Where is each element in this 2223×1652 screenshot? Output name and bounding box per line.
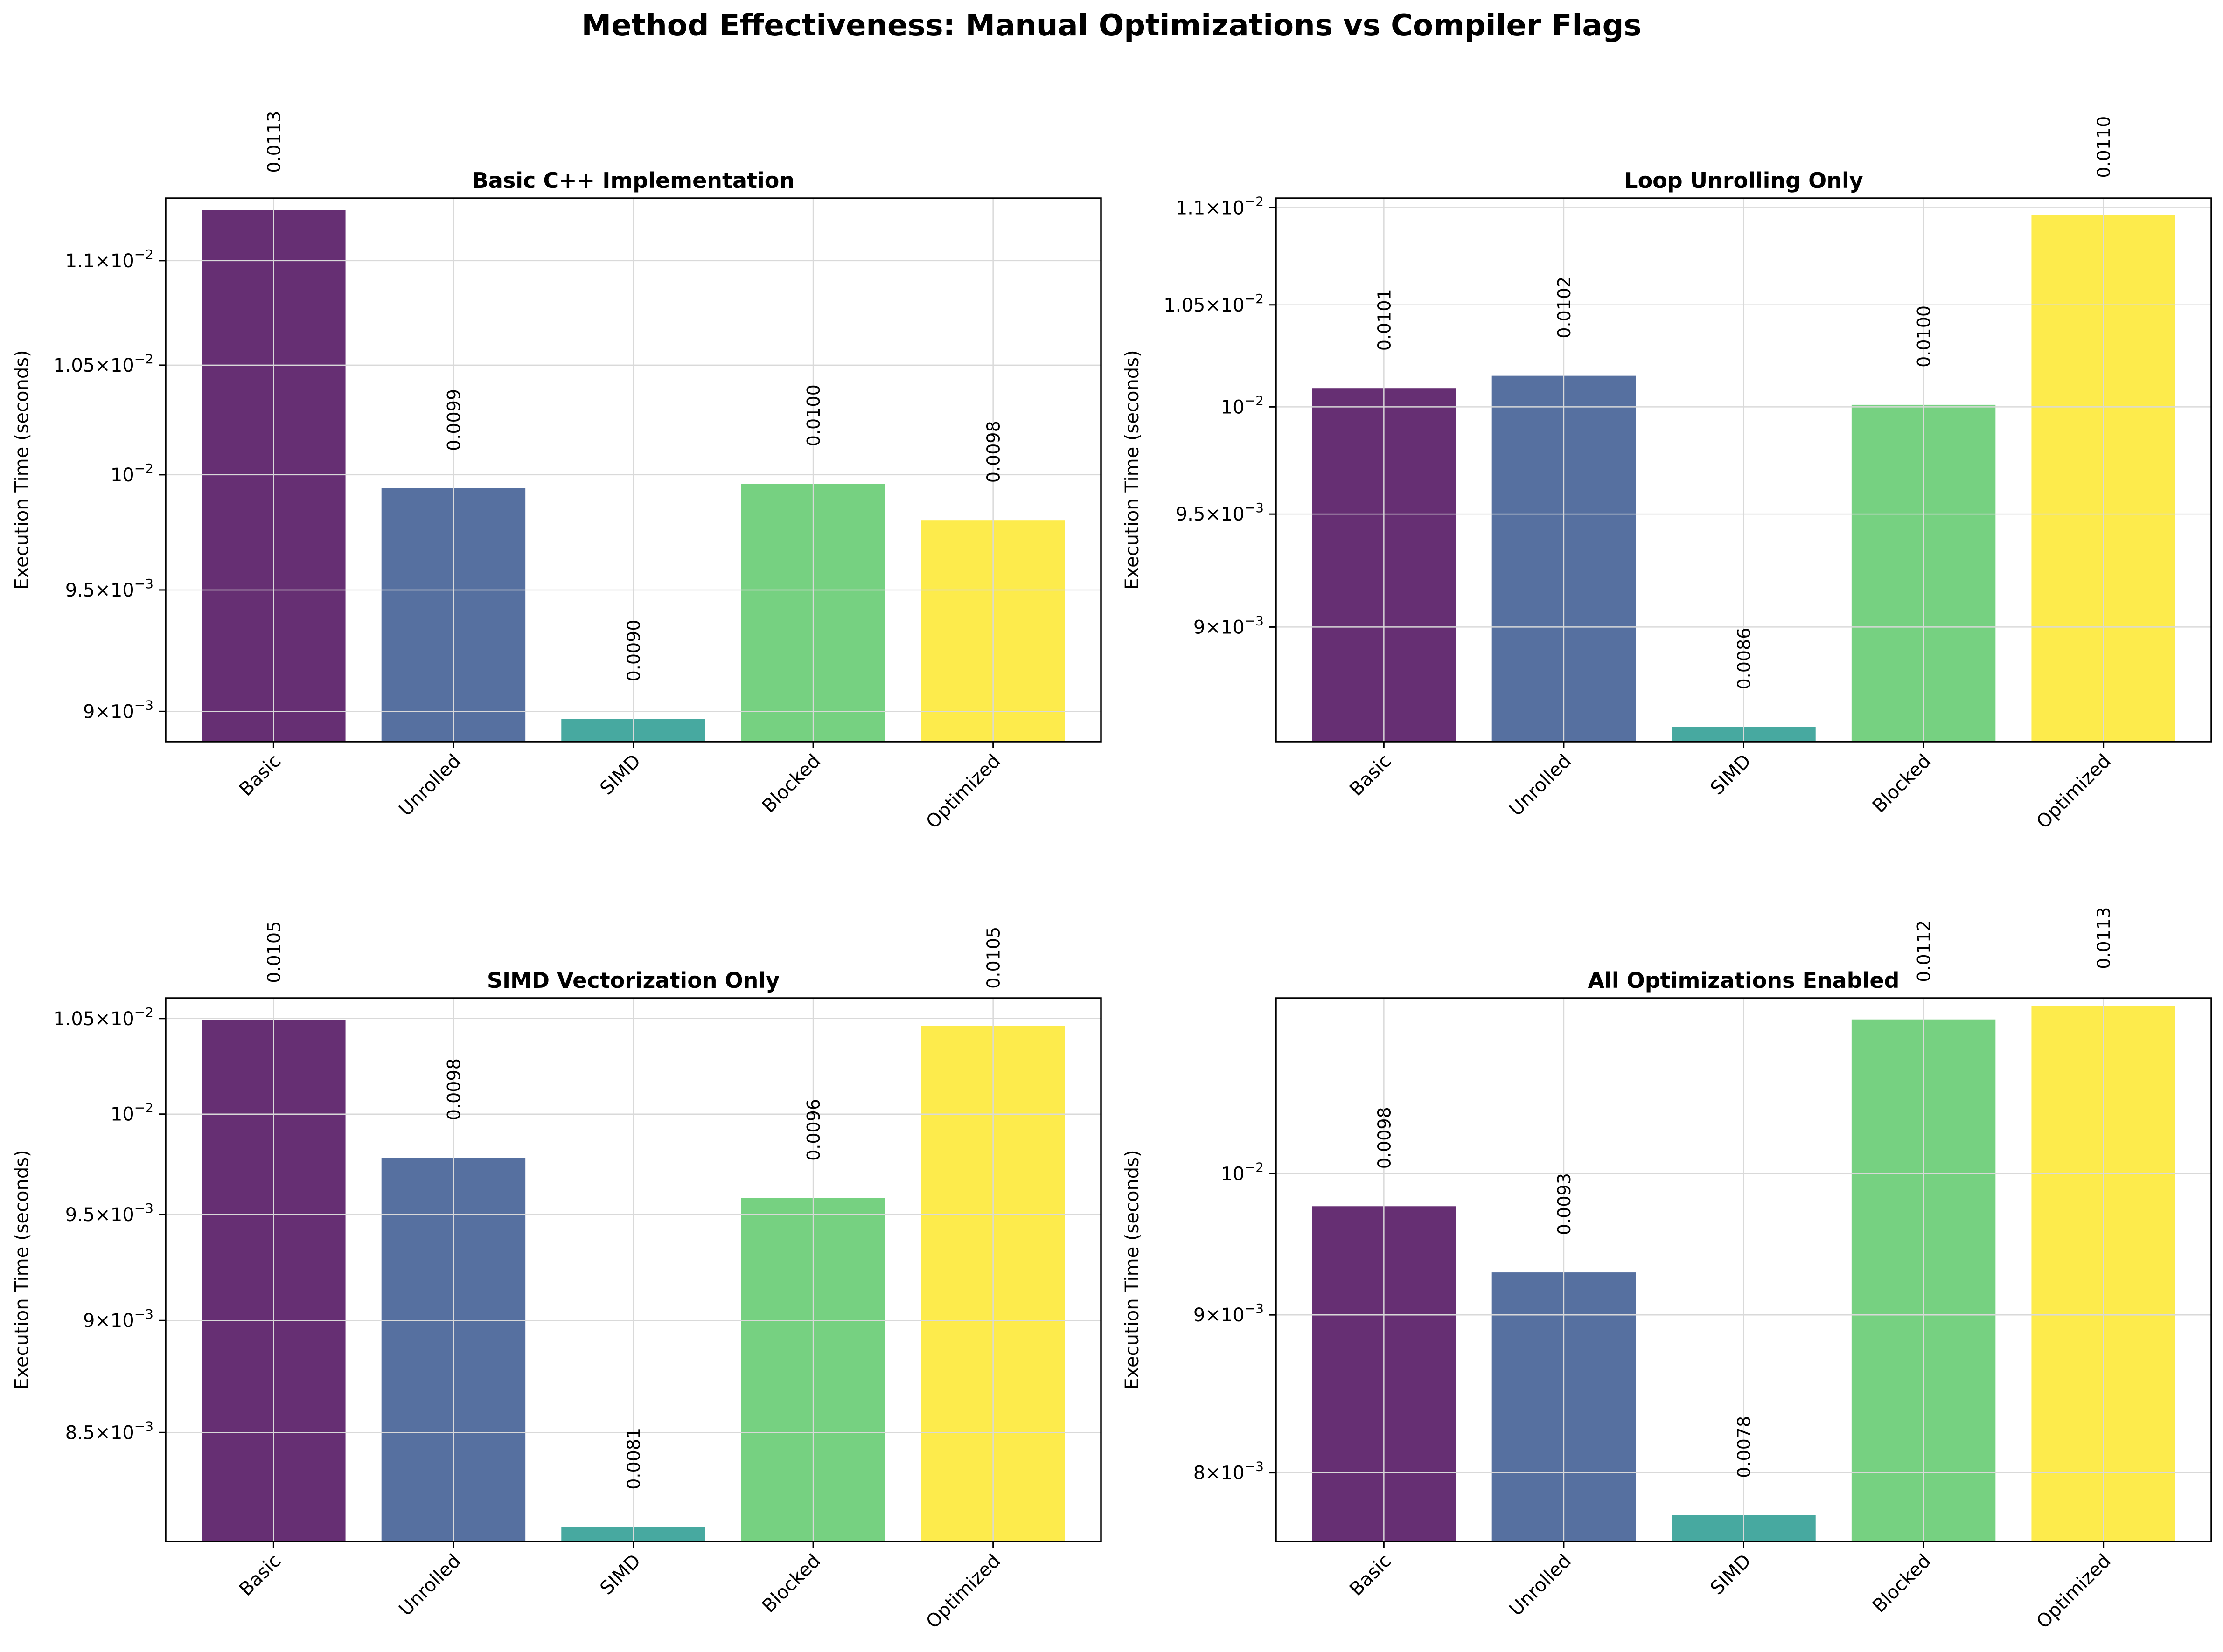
x-tick-label-unrolled: Unrolled — [1505, 1550, 1575, 1621]
value-label-unrolled: 0.0099 — [444, 389, 464, 451]
y-axis-label: Execution Time (seconds) — [1122, 350, 1143, 590]
x-tick-label-blocked: Blocked — [758, 1550, 825, 1617]
value-label-unrolled: 0.0102 — [1554, 277, 1575, 339]
y-tick-label-3: 10−2 — [111, 461, 153, 486]
x-tick-label-simd: SIMD — [1707, 1550, 1756, 1599]
value-label-simd: 0.0081 — [624, 1428, 644, 1490]
figure-title: Method Effectiveness: Manual Optimizatio… — [581, 8, 1642, 43]
subplot-title: All Optimizations Enabled — [1588, 968, 1900, 993]
subplot-3: 8.5×10−3 9×10−3 9.5×10−3 10−2 1.05×10−2 Basic… — [11, 921, 1102, 1633]
subplot-4: 8×10−3 9×10−3 10−2 Basic Unrolled SIMD Blocked… — [1122, 907, 2212, 1633]
x-tick-label-basic: Basic — [1345, 750, 1395, 800]
x-tick-label-optimized: Optimized — [2032, 1550, 2115, 1633]
y-axis-label: Execution Time (seconds) — [11, 1150, 33, 1389]
value-label-simd: 0.0086 — [1734, 628, 1755, 690]
y-tick-label-1: 8×10−3 — [1193, 1459, 1264, 1484]
x-tick-label-unrolled: Unrolled — [1505, 750, 1575, 821]
value-label-blocked: 0.0112 — [1914, 920, 1934, 982]
subplot-title: Basic C++ Implementation — [472, 168, 794, 193]
subplot-2: 9×10−3 9.5×10−3 10−2 1.05×10−2 1.1×10−2 Basic… — [1122, 116, 2212, 833]
y-tick-label-4: 1.05×10−2 — [53, 351, 153, 376]
y-tick-label-2: 9×10−3 — [83, 1306, 153, 1332]
x-tick-label-simd: SIMD — [596, 1550, 645, 1599]
y-tick-label-5: 1.05×10−2 — [53, 1005, 153, 1030]
x-tick-label-simd: SIMD — [596, 750, 645, 799]
value-label-simd: 0.0090 — [624, 619, 644, 681]
value-label-blocked: 0.0096 — [803, 1099, 824, 1161]
x-tick-label-basic: Basic — [235, 1550, 285, 1600]
value-label-basic: 0.0098 — [1374, 1107, 1394, 1169]
x-tick-label-blocked: Blocked — [1868, 1550, 1935, 1617]
value-label-unrolled: 0.0093 — [1554, 1173, 1575, 1235]
y-tick-label-1: 9×10−3 — [1193, 613, 1264, 638]
x-tick-label-basic: Basic — [235, 750, 285, 800]
x-tick-label-blocked: Blocked — [758, 750, 825, 817]
value-label-optimized: 0.0113 — [2094, 907, 2114, 969]
x-tick-label-blocked: Blocked — [1868, 750, 1935, 817]
y-tick-label-1: 8.5×10−3 — [65, 1418, 153, 1444]
y-axis-label: Execution Time (seconds) — [1122, 1150, 1143, 1389]
value-label-basic: 0.0101 — [1374, 289, 1394, 351]
y-tick-label-4: 10−2 — [111, 1100, 153, 1125]
value-label-simd: 0.0078 — [1734, 1416, 1755, 1478]
value-label-basic: 0.0113 — [264, 111, 284, 173]
y-tick-label-5: 1.1×10−2 — [1176, 194, 1264, 219]
y-tick-label-1: 9×10−3 — [83, 697, 153, 722]
value-label-optimized: 0.0098 — [983, 421, 1004, 483]
y-tick-label-2: 9.5×10−3 — [1176, 500, 1264, 525]
value-label-optimized: 0.0105 — [983, 927, 1004, 989]
y-tick-label-2: 9×10−3 — [1193, 1301, 1264, 1326]
value-label-unrolled: 0.0098 — [444, 1058, 464, 1120]
value-label-blocked: 0.0100 — [803, 384, 824, 446]
x-tick-label-optimized: Optimized — [922, 1550, 1004, 1633]
x-tick-label-unrolled: Unrolled — [395, 750, 465, 821]
x-tick-label-unrolled: Unrolled — [395, 1550, 465, 1621]
y-tick-label-3: 10−2 — [1221, 393, 1264, 418]
x-tick-label-optimized: Optimized — [2032, 750, 2115, 833]
y-tick-label-3: 10−2 — [1221, 1159, 1264, 1185]
x-tick-label-basic: Basic — [1345, 1550, 1395, 1600]
y-tick-label-5: 1.1×10−2 — [65, 247, 153, 272]
x-tick-label-optimized: Optimized — [922, 750, 1004, 833]
value-label-optimized: 0.0110 — [2094, 116, 2114, 178]
subplot-1: 9×10−3 9.5×10−3 10−2 1.05×10−2 1.1×10−2 Basic… — [11, 111, 1102, 833]
value-label-blocked: 0.0100 — [1914, 305, 1934, 368]
y-axis-label: Execution Time (seconds) — [11, 350, 33, 590]
x-tick-label-simd: SIMD — [1707, 750, 1756, 799]
y-tick-label-2: 9.5×10−3 — [65, 576, 153, 601]
y-tick-label-3: 9.5×10−3 — [65, 1201, 153, 1226]
subplot-title: SIMD Vectorization Only — [487, 968, 780, 993]
y-tick-label-4: 1.05×10−2 — [1164, 291, 1264, 316]
subplot-title: Loop Unrolling Only — [1624, 168, 1863, 193]
value-label-basic: 0.0105 — [264, 921, 284, 983]
